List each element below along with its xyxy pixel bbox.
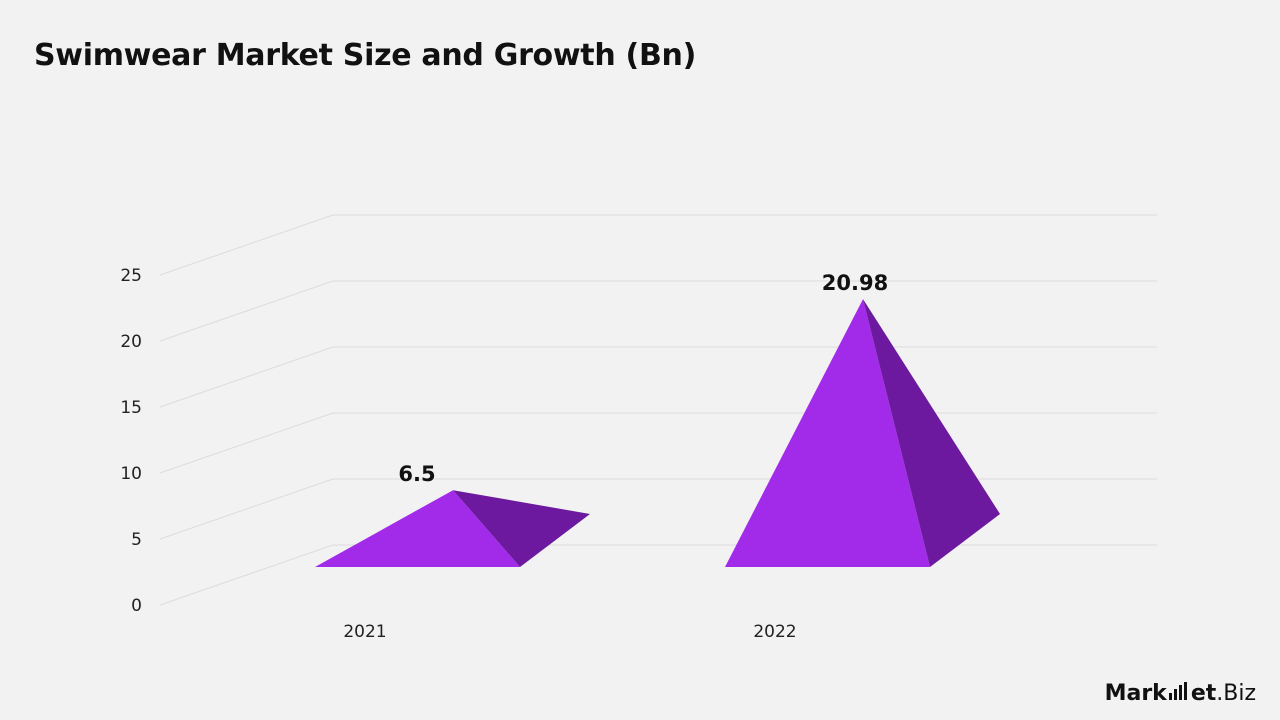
gridline-side [159,280,334,342]
y-tick-label: 20 [120,332,142,352]
x-tick-label: 2022 [753,622,796,642]
gridline-side [159,214,334,276]
pyramid-side-face [863,299,1000,567]
chart-marks: 6.5 20.98 [315,271,1000,567]
x-tick-label: 2021 [343,622,386,642]
brand-prefix: Mark [1104,681,1167,706]
pyramid-front-face [725,299,930,567]
pyramid-bar [315,490,590,567]
gridline-side [159,544,334,606]
x-axis: 2021 2022 [343,622,796,642]
y-axis: 0 5 10 15 20 25 [120,266,142,616]
grid [159,214,1157,606]
bar-chart-icon [1168,682,1187,700]
data-label: 20.98 [822,271,888,295]
y-tick-label: 0 [131,596,142,616]
gridline-side [159,478,334,540]
y-tick-label: 10 [120,464,142,484]
pyramid-front-face [315,490,520,567]
gridline-side [159,346,334,408]
y-tick-label: 15 [120,398,142,418]
brand-suffix: et [1190,681,1217,706]
brand-tld: .Biz [1216,681,1256,706]
pyramid-bar [725,299,1000,567]
y-tick-label: 25 [120,266,142,286]
pyramid-side-face [453,490,590,567]
brand-logo: Mark et.Biz [1105,681,1256,706]
data-label: 6.5 [398,462,435,486]
gridline-side [159,412,334,474]
chart-title: Swimwear Market Size and Growth (Bn) [34,38,696,73]
y-tick-label: 5 [131,530,142,550]
